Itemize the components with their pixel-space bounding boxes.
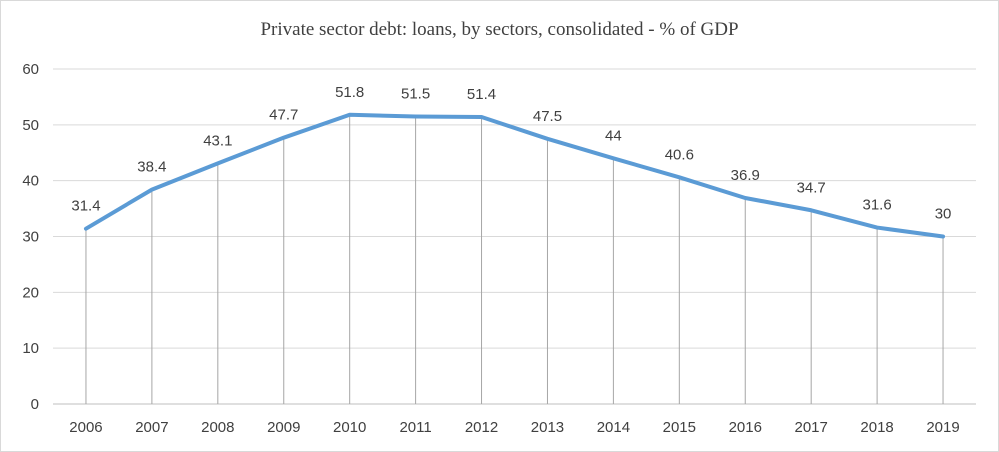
chart-title: Private sector debt: loans, by sectors, …: [260, 19, 739, 40]
y-tick-label: 50: [22, 117, 39, 134]
x-tick-label: 2007: [135, 419, 168, 436]
x-tick-label: 2018: [860, 419, 893, 436]
series-line: [83, 112, 946, 239]
x-tick-label: 2019: [926, 419, 959, 436]
data-label: 31.4: [71, 198, 100, 215]
data-label: 31.6: [863, 197, 892, 214]
x-tick-label: 2017: [794, 419, 827, 436]
data-label: 47.7: [269, 107, 298, 124]
data-label: 44: [605, 127, 622, 144]
data-label: 51.8: [335, 84, 364, 101]
x-tick-label: 2014: [597, 419, 630, 436]
data-label: 30: [935, 206, 952, 223]
x-tick-label: 2006: [69, 419, 102, 436]
x-tick-label: 2012: [465, 419, 498, 436]
y-tick-label: 60: [22, 61, 39, 78]
y-tick-label: 30: [22, 229, 39, 246]
y-tick-label: 0: [31, 396, 39, 413]
data-label: 51.4: [467, 86, 496, 103]
data-label: 38.4: [137, 159, 166, 176]
y-tick-label: 10: [22, 340, 39, 357]
data-label: 34.7: [797, 179, 826, 196]
data-label: 51.5: [401, 85, 430, 102]
x-tick-label: 2011: [399, 419, 431, 436]
data-label: 36.9: [731, 167, 760, 184]
x-tick-label: 2015: [663, 419, 696, 436]
y-tick-label: 20: [22, 284, 39, 301]
data-label: 43.1: [203, 132, 232, 149]
x-tick-label: 2008: [201, 419, 234, 436]
x-tick-label: 2013: [531, 419, 564, 436]
x-tick-label: 2009: [267, 419, 300, 436]
data-label: 47.5: [533, 108, 562, 125]
x-tick-label: 2010: [333, 419, 366, 436]
x-tick-label: 2016: [729, 419, 762, 436]
y-tick-label: 40: [22, 173, 39, 190]
data-label: 40.6: [665, 146, 694, 163]
